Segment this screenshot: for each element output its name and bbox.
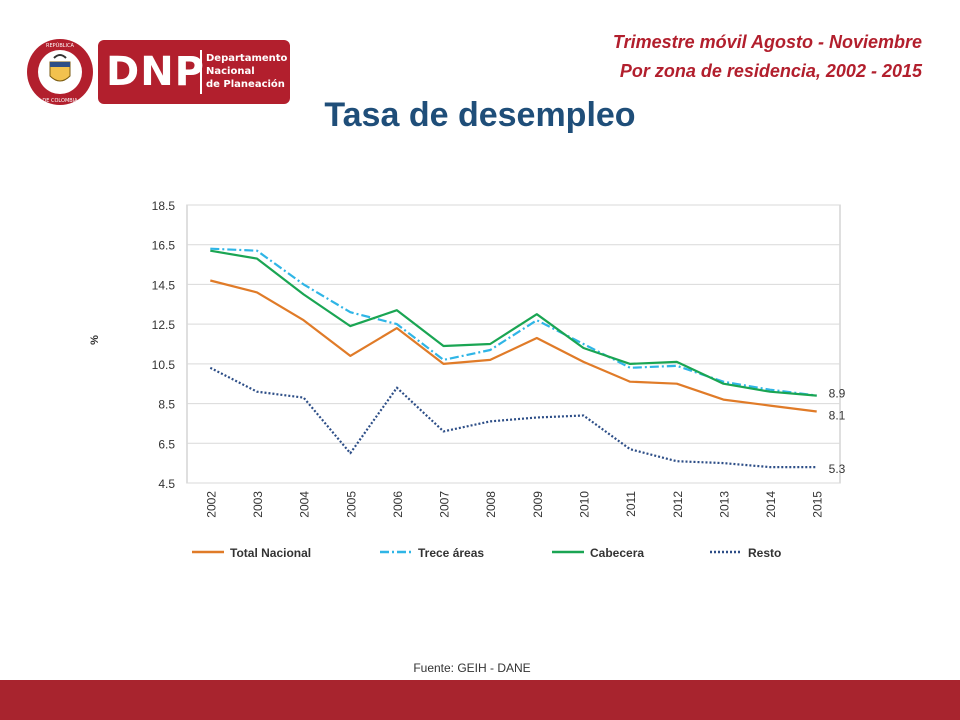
subtitle-line-period: Trimestre móvil Agosto - Noviembre (612, 32, 922, 52)
seal-text-bottom: DE COLOMBIA (42, 98, 78, 104)
y-tick-label: 10.5 (152, 358, 176, 372)
x-tick-label: 2011 (624, 491, 638, 517)
unemployment-line-chart: 4.5 6.5 8.5 10.5 12.5 14.5 16.5 18.5% 2002 2003 20… (89, 199, 846, 560)
y-tick-label: 6.5 (158, 437, 175, 451)
y-tick-label: 4.5 (158, 477, 175, 491)
x-tick-label: 2012 (671, 491, 685, 518)
x-tick-label: 2006 (391, 491, 405, 518)
x-tick-label: 2015 (811, 491, 825, 518)
y-tick-label: 14.5 (152, 278, 176, 292)
y-tick-label: 8.5 (158, 398, 175, 412)
x-tick-label: 2002 (204, 491, 218, 518)
x-tick-label: 2008 (484, 491, 498, 518)
brand-name-line: Nacional (206, 66, 255, 77)
data-label: 8.9 (829, 387, 846, 401)
legend-label: Total Nacional (230, 546, 311, 560)
y-tick-label: 16.5 (152, 239, 176, 253)
series-line-trece-reas (210, 247, 817, 397)
source-note: Fuente: GEIH - DANE (413, 661, 531, 675)
series-line-resto (209, 366, 817, 469)
subtitle: Trimestre móvil Agosto - Noviembre Por z… (613, 28, 922, 86)
brand-box: DNP Departamento Nacional de Planeación (98, 40, 290, 104)
legend-label: Cabecera (590, 546, 644, 560)
x-tick-label: 2004 (298, 491, 312, 518)
brand-name-line: Departamento (206, 53, 288, 64)
footer-bar (0, 680, 960, 720)
subtitle-line-scope: Por zona de residencia, 2002 - 2015 (619, 61, 922, 81)
y-axis-label: % (89, 335, 101, 345)
plot-area (186, 204, 841, 484)
brand-abbreviation: DNP (106, 49, 205, 95)
y-tick-label: 12.5 (152, 318, 176, 332)
brand-name-line: de Planeación (206, 79, 285, 90)
brand-divider (200, 50, 202, 94)
x-tick-label: 2010 (577, 491, 591, 518)
page-title: Tasa de desempleo (324, 96, 636, 134)
dnp-logo: REPÚBLICA DE COLOMBIA DNP Departamento N… (26, 38, 290, 106)
x-tick-label: 2013 (717, 491, 731, 518)
x-tick-label: 2007 (438, 491, 452, 518)
colombia-seal-icon: REPÚBLICA DE COLOMBIA (27, 39, 93, 105)
x-tick-label: 2009 (531, 491, 545, 518)
data-label: 8.1 (829, 409, 846, 423)
legend-label: Resto (748, 546, 781, 560)
x-tick-label: 2005 (344, 491, 358, 518)
series-line-total-nacional (210, 279, 817, 413)
x-tick-label: 2003 (251, 491, 265, 518)
brand-name: Departamento Nacional de Planeación (206, 52, 290, 91)
seal-text-top: REPÚBLICA (46, 42, 74, 49)
x-tick-label: 2014 (764, 491, 778, 518)
y-tick-label: 18.5 (152, 199, 176, 213)
series-line-cabecera (210, 249, 817, 397)
data-label: 5.3 (829, 462, 846, 476)
legend-label: Trece áreas (418, 546, 484, 560)
